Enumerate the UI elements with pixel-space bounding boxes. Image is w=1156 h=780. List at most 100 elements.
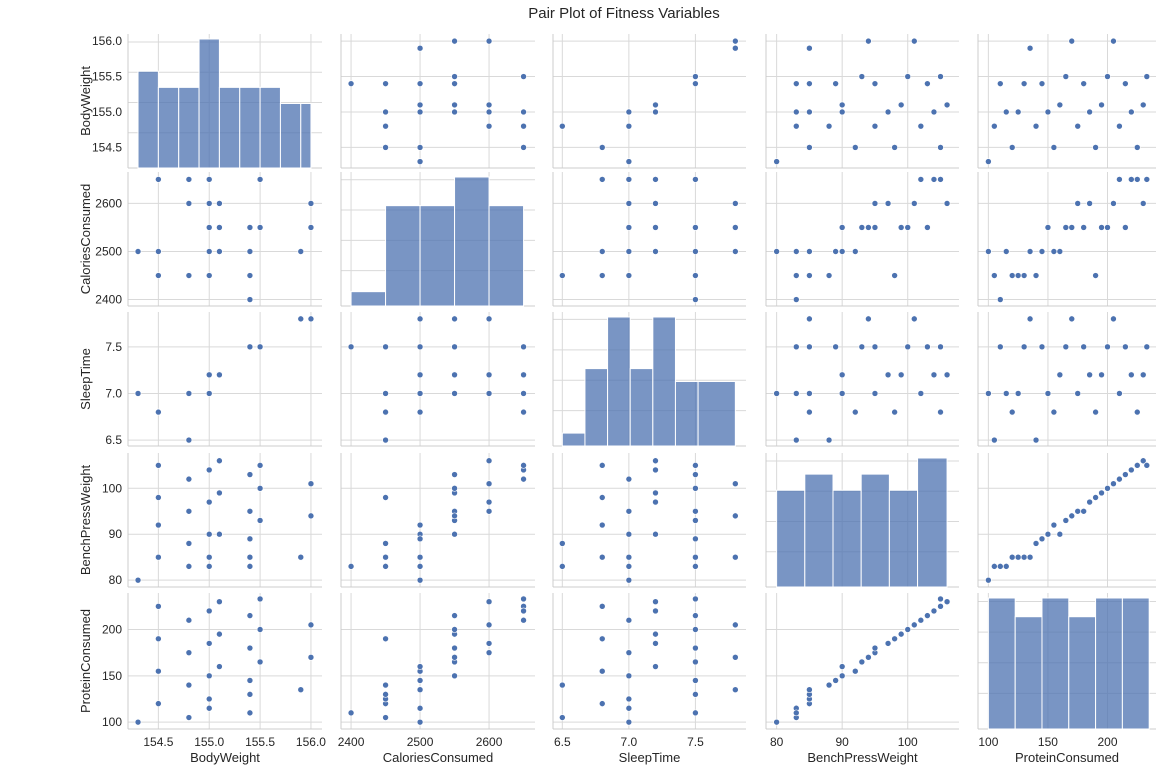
histogram-bar-ProteinConsumed-5 <box>1121 597 1150 730</box>
scatter-point-ProteinConsumed-CaloriesConsumed-26 <box>1110 200 1117 207</box>
scatter-point-BodyWeight-ProteinConsumed-21 <box>246 709 254 717</box>
scatter-point-ProteinConsumed-BodyWeight-21 <box>996 80 1004 87</box>
scatter-point-ProteinConsumed-SleepTime-24 <box>1062 343 1070 351</box>
scatter-point-SleepTime-BenchPressWeight-18 <box>692 507 699 515</box>
scatter-point-BodyWeight-BenchPressWeight-19 <box>246 535 254 543</box>
scatter-point-BodyWeight-BenchPressWeight-11 <box>205 530 213 538</box>
scatter-point-ProteinConsumed-BenchPressWeight-2 <box>1092 494 1099 501</box>
scatter-point-SleepTime-BodyWeight-16 <box>652 101 659 109</box>
panel-BodyWeight-vs-ProteinConsumed <box>978 34 1156 168</box>
scatter-point-CaloriesConsumed-BenchPressWeight-5 <box>520 475 527 483</box>
scatter-point-SleepTime-BenchPressWeight-21 <box>692 563 699 570</box>
scatter-point-ProteinConsumed-BenchPressWeight-16 <box>1056 530 1064 538</box>
scatter-point-ProteinConsumed-BodyWeight-11 <box>1044 108 1052 116</box>
y-axis-label-ProteinConsumed: ProteinConsumed <box>78 609 93 713</box>
scatter-point-BenchPressWeight-SleepTime-19 <box>832 343 839 351</box>
scatter-point-SleepTime-BodyWeight-25 <box>732 44 739 52</box>
scatter-point-SleepTime-CaloriesConsumed-15 <box>652 224 659 231</box>
scatter-point-BenchPressWeight-BodyWeight-17 <box>924 80 931 87</box>
scatter-point-BodyWeight-BenchPressWeight-5 <box>185 475 193 483</box>
scatter-point-BodyWeight-CaloriesConsumed-25 <box>297 248 305 255</box>
panel-BodyWeight-vs-SleepTime <box>553 34 746 168</box>
scatter-point-CaloriesConsumed-BenchPressWeight-27 <box>451 512 458 520</box>
scatter-point-CaloriesConsumed-BodyWeight-11 <box>451 108 458 116</box>
scatter-point-ProteinConsumed-SleepTime-21 <box>996 343 1004 351</box>
scatter-point-CaloriesConsumed-BenchPressWeight-23 <box>451 485 458 492</box>
scatter-point-CaloriesConsumed-SleepTime-25 <box>416 315 424 323</box>
scatter-point-CaloriesConsumed-BodyWeight-16 <box>416 101 424 109</box>
scatter-point-CaloriesConsumed-BodyWeight-24 <box>451 73 458 80</box>
scatter-point-CaloriesConsumed-ProteinConsumed-6 <box>485 649 493 656</box>
scatter-point-ProteinConsumed-CaloriesConsumed-16 <box>1056 248 1064 255</box>
scatter-point-ProteinConsumed-SleepTime-11 <box>1044 390 1052 397</box>
scatter-point-BodyWeight-ProteinConsumed-12 <box>205 695 213 703</box>
scatter-point-ProteinConsumed-BodyWeight-16 <box>1056 101 1064 109</box>
scatter-point-ProteinConsumed-BenchPressWeight-4 <box>1008 553 1016 561</box>
scatter-point-BodyWeight-BenchPressWeight-26 <box>307 480 315 488</box>
scatter-point-SleepTime-BenchPressWeight-24 <box>692 517 699 524</box>
scatter-point-BodyWeight-CaloriesConsumed-24 <box>256 224 264 231</box>
scatter-point-SleepTime-BenchPressWeight-27 <box>732 512 739 520</box>
y-tick-label-BodyWeight: 155.0 <box>92 105 122 119</box>
scatter-point-SleepTime-ProteinConsumed-11 <box>625 672 633 680</box>
scatter-point-BodyWeight-BenchPressWeight-17 <box>246 471 254 478</box>
scatter-point-CaloriesConsumed-BenchPressWeight-3 <box>416 521 424 529</box>
scatter-point-SleepTime-BenchPressWeight-7 <box>559 540 566 547</box>
scatter-point-ProteinConsumed-BenchPressWeight-5 <box>1116 475 1123 483</box>
scatter-point-BodyWeight-SleepTime-21 <box>246 343 254 351</box>
scatter-point-BenchPressWeight-BodyWeight-12 <box>806 108 813 116</box>
scatter-point-ProteinConsumed-BenchPressWeight-23 <box>1104 485 1111 492</box>
scatter-point-SleepTime-BenchPressWeight-4 <box>598 553 606 561</box>
scatter-point-CaloriesConsumed-SleepTime-26 <box>485 315 493 323</box>
scatter-point-ProteinConsumed-BodyWeight-13 <box>1002 108 1010 116</box>
scatter-point-CaloriesConsumed-BodyWeight-6 <box>485 122 493 130</box>
scatter-point-BodyWeight-CaloriesConsumed-15 <box>216 224 223 231</box>
scatter-point-ProteinConsumed-BodyWeight-3 <box>1050 144 1058 151</box>
scatter-point-BenchPressWeight-SleepTime-4 <box>806 408 813 416</box>
scatter-point-BodyWeight-BenchPressWeight-9 <box>205 466 213 474</box>
scatter-point-BenchPressWeight-SleepTime-15 <box>897 371 905 379</box>
scatter-point-ProteinConsumed-SleepTime-20 <box>1020 343 1028 351</box>
scatter-point-CaloriesConsumed-BodyWeight-22 <box>520 73 527 80</box>
scatter-point-BenchPressWeight-BodyWeight-7 <box>825 122 833 130</box>
scatter-point-BenchPressWeight-ProteinConsumed-7 <box>825 681 833 689</box>
scatter-point-SleepTime-ProteinConsumed-2 <box>598 635 606 643</box>
scatter-point-ProteinConsumed-CaloriesConsumed-0 <box>985 248 992 255</box>
scatter-point-ProteinConsumed-SleepTime-22 <box>1143 343 1151 351</box>
histogram-bar-CaloriesConsumed-2 <box>419 205 456 307</box>
scatter-point-ProteinConsumed-SleepTime-12 <box>1014 390 1022 397</box>
y-axis-label-BenchPressWeight: BenchPressWeight <box>78 464 93 575</box>
panel-CaloriesConsumed-vs-BenchPressWeight <box>766 172 959 306</box>
scatter-point-CaloriesConsumed-BenchPressWeight-7 <box>382 540 389 547</box>
histogram-bar-SleepTime-3 <box>629 368 654 447</box>
scatter-point-BodyWeight-ProteinConsumed-23 <box>256 626 264 633</box>
scatter-point-BodyWeight-ProteinConsumed-3 <box>155 667 162 675</box>
scatter-point-BenchPressWeight-SleepTime-18 <box>871 343 879 351</box>
scatter-point-SleepTime-ProteinConsumed-18 <box>692 644 699 652</box>
scatter-point-BodyWeight-BenchPressWeight-10 <box>205 498 213 506</box>
y-axis-label-BodyWeight: BodyWeight <box>78 66 93 136</box>
scatter-point-BenchPressWeight-SleepTime-6 <box>871 390 879 397</box>
scatter-point-CaloriesConsumed-ProteinConsumed-19 <box>416 677 424 684</box>
scatter-point-CaloriesConsumed-BodyWeight-4 <box>382 144 389 151</box>
scatter-point-BenchPressWeight-SleepTime-22 <box>937 343 944 351</box>
scatter-point-BodyWeight-CaloriesConsumed-16 <box>216 248 223 255</box>
scatter-point-SleepTime-BodyWeight-27 <box>732 37 739 45</box>
scatter-point-SleepTime-ProteinConsumed-9 <box>652 607 659 615</box>
scatter-point-SleepTime-BenchPressWeight-11 <box>625 530 633 538</box>
panel-BodyWeight-vs-BenchPressWeight <box>766 34 959 168</box>
x-axis-label-SleepTime: SleepTime <box>619 750 681 765</box>
scatter-point-BodyWeight-SleepTime-6 <box>185 390 193 397</box>
scatter-point-BenchPressWeight-CaloriesConsumed-18 <box>871 224 879 231</box>
scatter-point-ProteinConsumed-SleepTime-3 <box>1050 408 1058 416</box>
scatter-point-BenchPressWeight-BodyWeight-16 <box>838 101 846 109</box>
y-tick-label-ProteinConsumed: 150 <box>102 669 122 683</box>
scatter-point-BenchPressWeight-ProteinConsumed-25 <box>806 686 813 694</box>
scatter-point-CaloriesConsumed-BodyWeight-0 <box>416 158 424 165</box>
histogram-bar-BodyWeight-7 <box>279 103 302 169</box>
scatter-point-ProteinConsumed-BenchPressWeight-27 <box>1068 512 1076 520</box>
x-tick-label-ProteinConsumed: 150 <box>1038 735 1058 749</box>
scatter-point-SleepTime-BenchPressWeight-6 <box>625 507 633 515</box>
x-tick-label-BodyWeight: 154.5 <box>143 735 173 749</box>
scatter-point-BenchPressWeight-BodyWeight-11 <box>838 108 846 116</box>
